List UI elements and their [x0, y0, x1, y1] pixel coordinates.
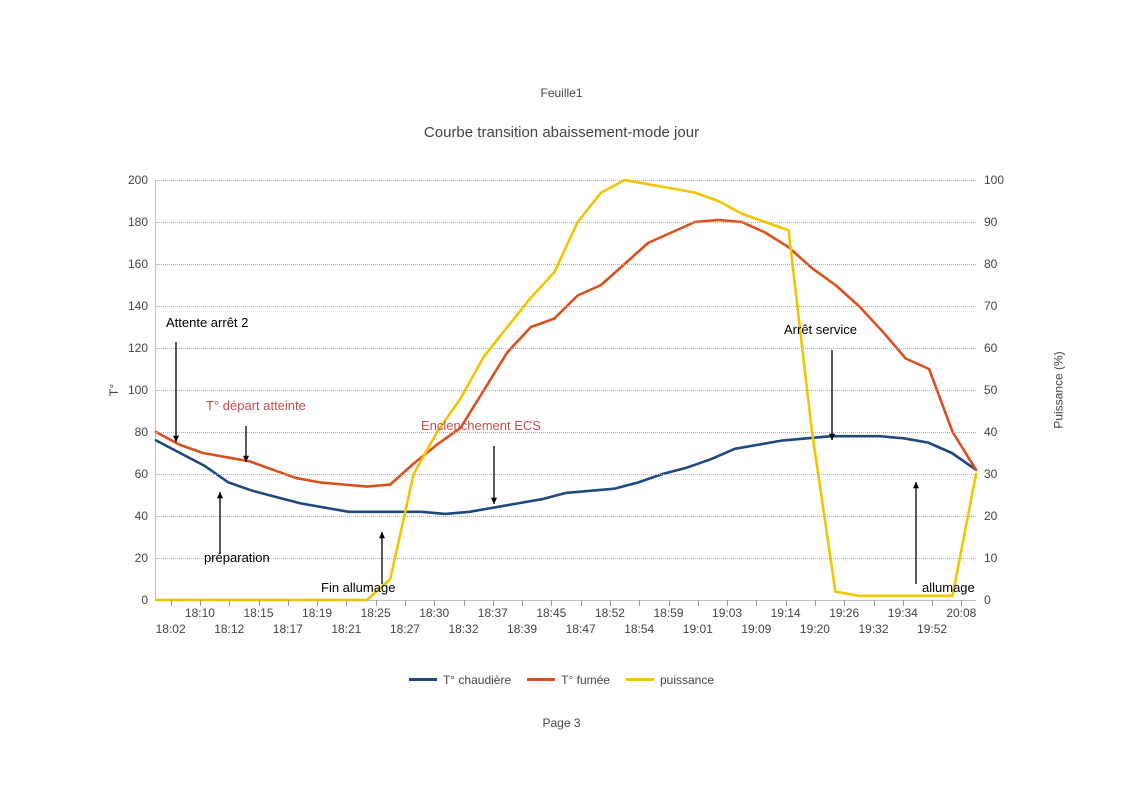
y1-tick-label: 120 — [128, 341, 156, 355]
gridline — [156, 474, 976, 475]
y1-axis-title: T° — [107, 384, 121, 396]
y1-tick-label: 180 — [128, 215, 156, 229]
x-tick-label: 20:08 — [946, 606, 976, 620]
y1-tick-label: 60 — [135, 467, 156, 481]
y1-tick-label: 160 — [128, 257, 156, 271]
y2-tick-label: 70 — [976, 299, 997, 313]
gridline — [156, 558, 976, 559]
x-tick-label: 18:27 — [390, 622, 420, 636]
legend-label: T° chaudière — [443, 673, 511, 687]
x-tick-label: 18:15 — [243, 606, 273, 620]
x-tick-label: 18:45 — [536, 606, 566, 620]
x-tick-label: 18:32 — [448, 622, 478, 636]
y2-tick-label: 80 — [976, 257, 997, 271]
y1-tick-label: 200 — [128, 173, 156, 187]
series-fumee — [156, 220, 976, 487]
gridline — [156, 306, 976, 307]
x-tick-label: 18:17 — [273, 622, 303, 636]
x-tick-label: 19:03 — [712, 606, 742, 620]
x-tick-label: 18:12 — [214, 622, 244, 636]
y1-tick-label: 0 — [141, 593, 156, 607]
x-tick-label: 18:47 — [566, 622, 596, 636]
y1-tick-label: 100 — [128, 383, 156, 397]
gridline — [156, 516, 976, 517]
x-tick-label: 18:37 — [478, 606, 508, 620]
gridline — [156, 264, 976, 265]
sheet-name: Feuille1 — [0, 86, 1123, 100]
y2-tick-label: 0 — [976, 593, 991, 607]
x-tick-label: 18:10 — [185, 606, 215, 620]
legend-item-fumee: T° fumée — [527, 673, 610, 687]
x-tick-label: 19:52 — [917, 622, 947, 636]
y1-tick-label: 80 — [135, 425, 156, 439]
x-tick-label: 18:39 — [507, 622, 537, 636]
gridline — [156, 180, 976, 181]
x-tick-label: 19:01 — [683, 622, 713, 636]
x-tick-label: 19:20 — [800, 622, 830, 636]
y2-tick-label: 60 — [976, 341, 997, 355]
x-tick-label: 18:30 — [419, 606, 449, 620]
x-tick-label: 18:59 — [653, 606, 683, 620]
legend-item-chaudiere: T° chaudière — [409, 673, 511, 687]
x-tick-label: 19:34 — [888, 606, 918, 620]
x-tick-label: 19:14 — [771, 606, 801, 620]
y2-tick-label: 20 — [976, 509, 997, 523]
chart-title: Courbe transition abaissement-mode jour — [0, 124, 1123, 141]
chart-plot-area: T° Puissance (%) 02040608010012014016018… — [155, 180, 976, 601]
y2-tick-label: 30 — [976, 467, 997, 481]
gridline — [156, 432, 976, 433]
chart-legend: T° chaudière T° fumée puissance — [0, 670, 1123, 687]
y2-tick-label: 10 — [976, 551, 997, 565]
page-footer: Page 3 — [0, 716, 1123, 730]
gridline — [156, 222, 976, 223]
x-tick-label: 18:54 — [624, 622, 654, 636]
y2-axis-title: Puissance (%) — [1052, 351, 1066, 428]
x-tick-label: 19:09 — [741, 622, 771, 636]
legend-label: T° fumée — [561, 673, 610, 687]
x-tick-label: 18:52 — [595, 606, 625, 620]
x-tick-label: 19:26 — [829, 606, 859, 620]
legend-item-puissance: puissance — [626, 673, 714, 687]
y1-tick-label: 140 — [128, 299, 156, 313]
y2-tick-label: 40 — [976, 425, 997, 439]
y2-tick-label: 100 — [976, 173, 1004, 187]
x-tick-label: 18:25 — [361, 606, 391, 620]
y2-tick-label: 50 — [976, 383, 997, 397]
x-tick-label: 18:02 — [156, 622, 186, 636]
legend-label: puissance — [660, 673, 714, 687]
x-tick-label: 19:32 — [858, 622, 888, 636]
x-tick-label: 18:21 — [331, 622, 361, 636]
y1-tick-label: 40 — [135, 509, 156, 523]
y1-tick-label: 20 — [135, 551, 156, 565]
series-chaudiere — [156, 436, 976, 514]
x-tick-label: 18:19 — [302, 606, 332, 620]
gridline — [156, 348, 976, 349]
gridline — [156, 390, 976, 391]
y2-tick-label: 90 — [976, 215, 997, 229]
